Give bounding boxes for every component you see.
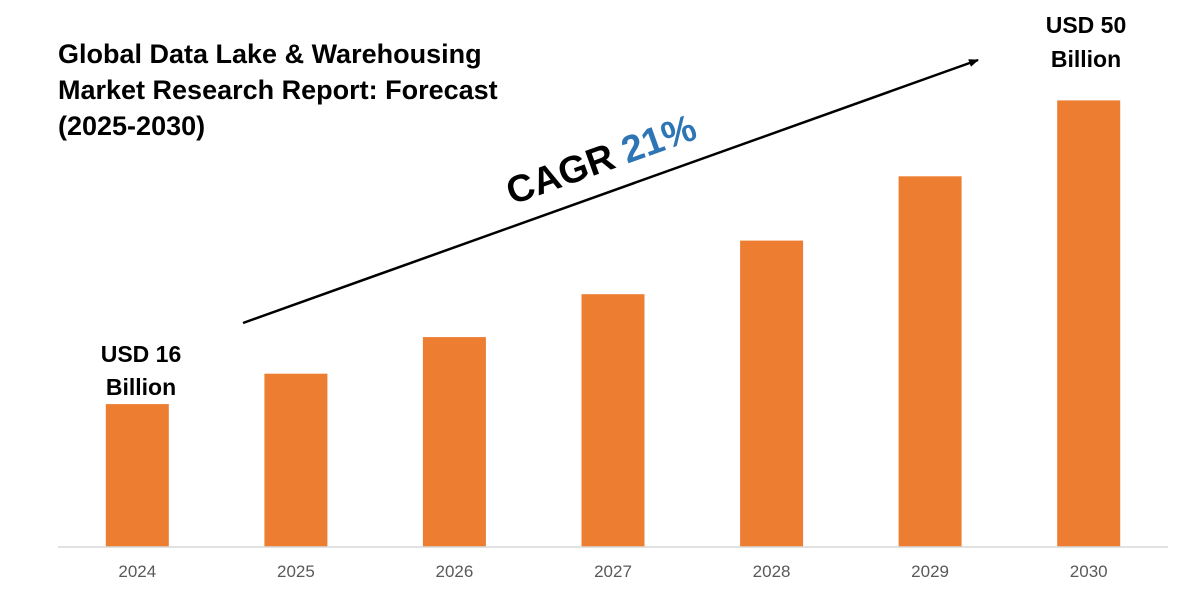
bars-layer [105, 100, 1121, 548]
start-value-label-line-2: Billion [106, 374, 176, 400]
bar-2028 [740, 240, 804, 547]
end-value-label-line-2: Billion [1051, 46, 1121, 72]
x-tick-label-2025: 2025 [277, 562, 315, 581]
chart-title-line-2: Market Research Report: Forecast [58, 75, 498, 105]
bar-2026 [422, 337, 486, 547]
chart-title-line-1: Global Data Lake & Warehousing [58, 39, 482, 69]
growth-arrow [242, 58, 979, 325]
x-tick-label-2029: 2029 [911, 562, 949, 581]
x-tick-label-2026: 2026 [435, 562, 473, 581]
bar-2027 [581, 294, 645, 547]
x-tick-label-2024: 2024 [118, 562, 156, 581]
chart-title: Global Data Lake & Warehousing Market Re… [58, 36, 528, 144]
x-tick-label-2030: 2030 [1070, 562, 1108, 581]
bar-2024 [105, 404, 169, 547]
x-tick-label-2027: 2027 [594, 562, 632, 581]
bar-2029 [898, 176, 962, 548]
x-tick-labels: 2024 2025 2026 2027 2028 2029 2030 [118, 562, 1107, 581]
start-value-label: USD 16 Billion [101, 341, 182, 400]
x-tick-label-2028: 2028 [753, 562, 791, 581]
end-value-label: USD 50 Billion [1046, 12, 1127, 72]
cagr-label: CAGR 21% [501, 107, 702, 213]
chart-title-line-3: (2025-2030) [58, 111, 206, 141]
bar-2025 [264, 373, 328, 547]
cagr-prefix: CAGR [501, 133, 630, 214]
bar-2030 [1057, 100, 1121, 548]
start-value-label-line-1: USD 16 [101, 341, 182, 367]
end-value-label-line-1: USD 50 [1046, 12, 1127, 38]
